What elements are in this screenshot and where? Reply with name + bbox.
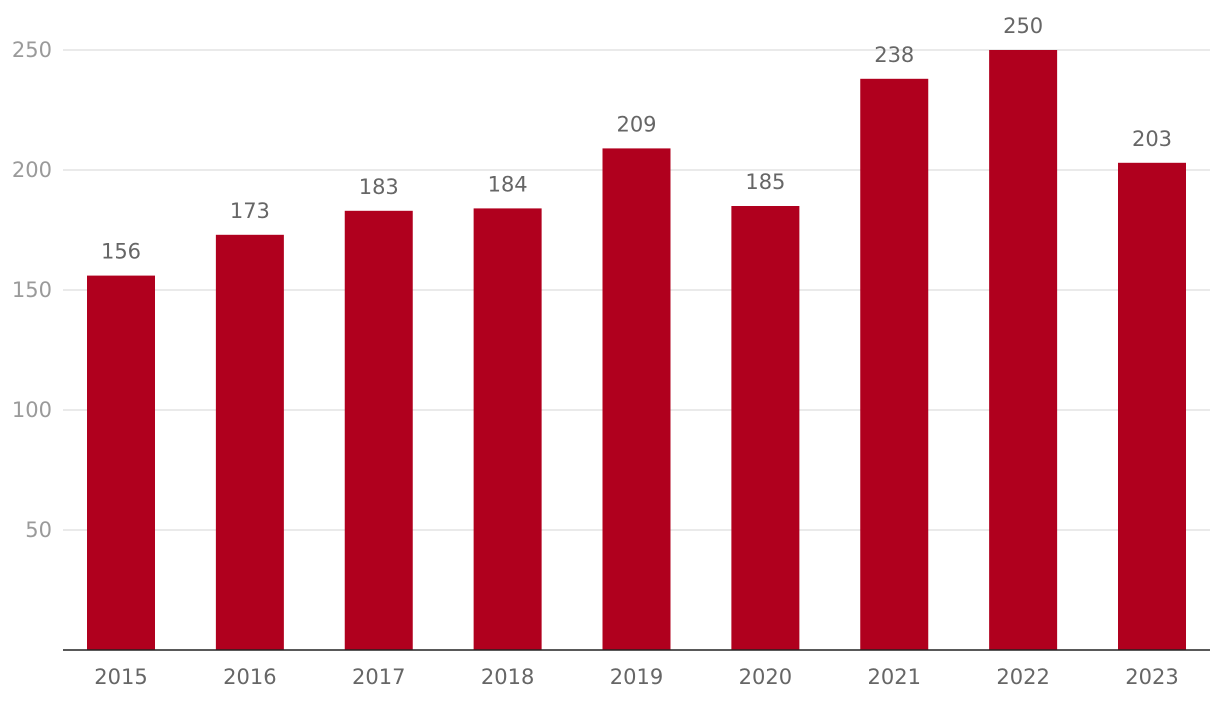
data-label-2018: 184 <box>488 172 528 196</box>
data-label-2017: 183 <box>359 175 399 199</box>
data-labels: 156 173 183 184 209 185 238 250 203 <box>101 14 1172 264</box>
x-tick-label: 2023 <box>1125 665 1178 689</box>
x-axis-ticks: 2015 2016 2017 2018 2019 2020 2021 2022 2023 <box>94 665 1178 689</box>
x-tick-label: 2017 <box>352 665 405 689</box>
bar-2016 <box>215 234 284 651</box>
y-axis-ticks: 50 100 150 200 250 <box>12 38 52 542</box>
bar-2021 <box>860 78 929 651</box>
bar-2018 <box>473 208 542 650</box>
bar-2019 <box>602 148 671 650</box>
data-label-2022: 250 <box>1003 14 1043 38</box>
bar-2023 <box>1118 162 1186 651</box>
data-label-2016: 173 <box>230 199 270 223</box>
y-tick-label: 50 <box>25 518 52 542</box>
bar-2020 <box>731 206 800 650</box>
x-tick-label: 2019 <box>610 665 663 689</box>
bars <box>87 50 1186 651</box>
x-tick-label: 2021 <box>868 665 921 689</box>
y-tick-label: 200 <box>12 158 52 182</box>
y-tick-label: 150 <box>12 278 52 302</box>
data-label-2015: 156 <box>101 240 141 264</box>
x-tick-label: 2020 <box>739 665 792 689</box>
x-tick-label: 2022 <box>996 665 1049 689</box>
x-tick-label: 2018 <box>481 665 534 689</box>
data-label-2020: 185 <box>745 170 785 194</box>
data-label-2021: 238 <box>874 43 914 67</box>
bar-2022 <box>989 50 1058 650</box>
x-tick-label: 2015 <box>94 665 147 689</box>
y-tick-label: 250 <box>12 38 52 62</box>
bar-2017 <box>344 210 413 651</box>
data-label-2019: 209 <box>616 112 656 136</box>
x-tick-label: 2016 <box>223 665 276 689</box>
y-tick-label: 100 <box>12 398 52 422</box>
bar-2015 <box>87 275 155 650</box>
data-label-2023: 203 <box>1132 127 1172 151</box>
